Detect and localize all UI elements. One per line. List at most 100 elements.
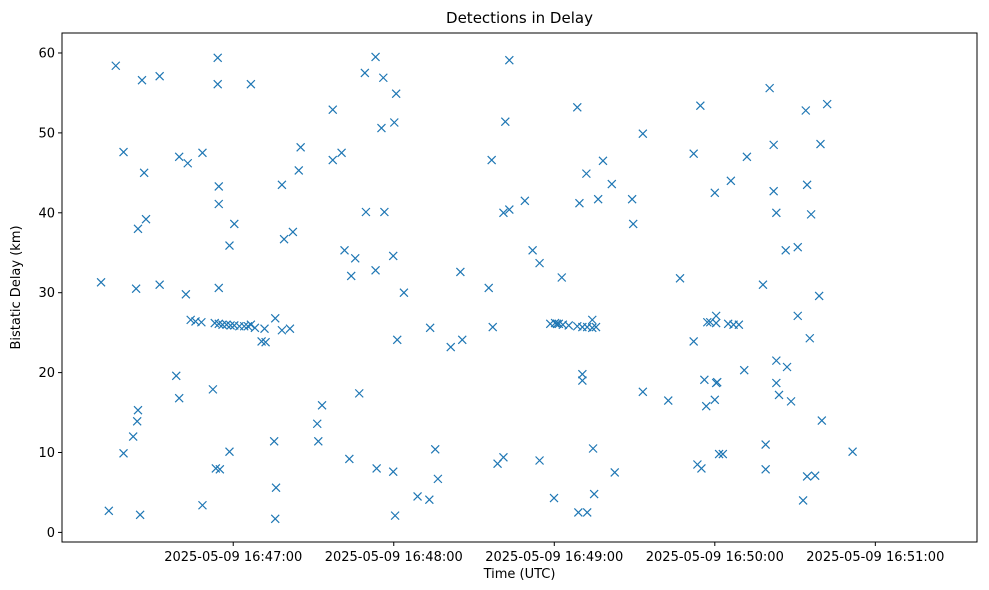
data-point [174,393,184,403]
data-point [214,199,224,209]
data-point [277,180,287,190]
data-point [277,325,287,335]
data-point [504,55,514,65]
data-point [389,118,399,127]
data-point [137,75,147,85]
data-point [424,495,434,505]
data-point [786,396,796,406]
data-point [430,444,440,454]
data-point [793,242,803,252]
data-point [710,395,720,405]
data-point [695,101,705,111]
data-point [587,315,597,325]
data-point [111,61,121,71]
data-point [457,335,467,345]
data-point [484,283,494,293]
data-point [288,227,298,237]
data-point [215,464,225,474]
data-point [814,291,824,301]
data-point [285,324,295,334]
data-point [535,258,544,268]
data-point [781,245,791,255]
data-point [392,335,402,345]
data-point [350,253,360,263]
data-point [377,123,386,133]
data-point [225,241,234,250]
data-point [689,337,699,346]
data-point [771,378,781,388]
data-point [487,155,497,165]
data-point [360,68,370,78]
data-point [771,356,781,366]
data-point [132,416,142,426]
data-point [346,271,356,281]
data-point [229,219,239,229]
data-point [761,464,771,474]
data-point [528,245,538,255]
data-point [581,169,591,179]
data-point [214,181,224,191]
data-point [701,401,711,411]
data-point [739,365,749,375]
data-point [183,158,193,168]
data-point [582,508,592,517]
data-point [226,321,235,330]
data-point [269,436,279,446]
data-point [689,149,699,159]
y-tick-label: 50 [38,126,55,141]
data-point [593,194,603,204]
data-point [279,234,289,244]
data-point [371,265,380,275]
data-point [270,313,280,323]
data-point [549,493,559,503]
data-point [726,176,736,186]
data-point [710,188,720,198]
x-tick-label: 2025-05-09 16:51:00 [806,550,944,565]
data-point [638,387,648,397]
data-point [155,71,165,81]
data-point [798,496,808,505]
data-point [627,194,637,204]
data-point [742,152,752,162]
data-point [591,322,601,332]
data-point [771,208,781,218]
points-layer [96,52,858,524]
data-point [208,384,218,394]
y-tick-label: 10 [38,446,55,461]
data-point [379,207,389,217]
data-point [425,323,435,333]
data-point [104,506,114,516]
data-point [535,456,544,465]
data-point [198,148,207,158]
y-tick-label: 30 [38,286,55,301]
data-point [328,105,338,115]
data-point [340,245,349,255]
data-point [572,102,582,112]
data-point [246,79,256,89]
data-point [711,318,721,328]
data-point [765,83,775,93]
data-point [589,489,599,499]
data-point [250,323,260,333]
data-point [711,311,721,321]
data-point [391,89,401,99]
chart-title: Detections in Delay [446,9,593,27]
data-point [155,280,165,290]
data-point [817,416,827,425]
data-point [573,508,583,517]
data-point [261,337,271,347]
data-point [816,139,825,149]
data-point [413,492,422,501]
plot-frame [61,32,978,543]
data-point [714,449,724,459]
y-tick-label: 40 [38,206,55,221]
data-point [271,483,281,493]
data-point [734,320,744,330]
data-point [577,369,587,379]
data-point [810,471,820,481]
data-point [577,376,587,386]
data-point [575,198,584,208]
data-point [141,214,151,224]
data-point [213,79,223,89]
